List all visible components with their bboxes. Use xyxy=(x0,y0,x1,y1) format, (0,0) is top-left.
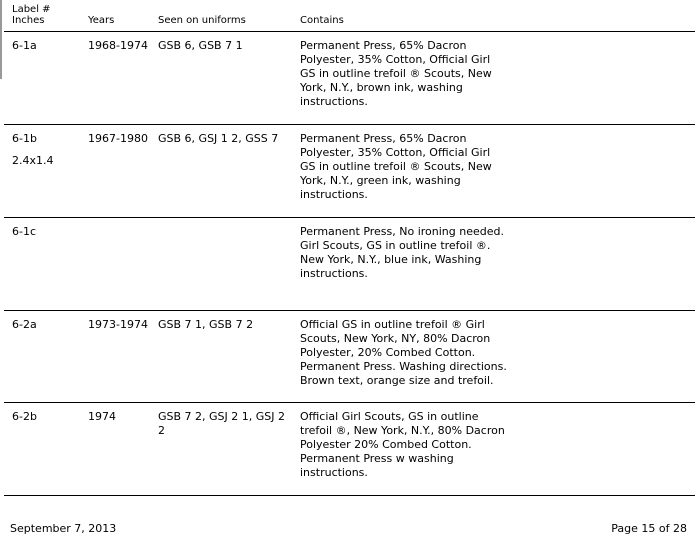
label-id: 6-1a xyxy=(12,39,37,52)
contains: Official GS in outline trefoil ® Girl Sc… xyxy=(300,318,507,387)
header-uniforms: Seen on uniforms xyxy=(158,15,246,26)
uniforms: GSB 6, GSJ 1 2, GSS 7 xyxy=(158,132,279,145)
years: 1968-1974 xyxy=(88,39,148,52)
footer-date: September 7, 2013 xyxy=(10,522,117,535)
years: 1973-1974 xyxy=(88,318,148,331)
years: 1974 xyxy=(88,410,116,423)
row-rule xyxy=(4,402,695,403)
label-id: 6-2a xyxy=(12,318,37,331)
row-rule xyxy=(4,495,695,496)
uniforms: GSB 7 2, GSJ 2 1, GSJ 2 2 xyxy=(158,410,286,437)
uniforms: GSB 7 1, GSB 7 2 xyxy=(158,318,254,331)
header-text: Label # xyxy=(12,4,51,15)
header-contains: Contains xyxy=(300,15,344,26)
row-rule xyxy=(4,31,695,32)
years: 1967-1980 xyxy=(88,132,148,145)
label-id: 6-1b xyxy=(12,132,37,145)
footer-page: Page 15 of 28 xyxy=(611,522,687,535)
contains: Permanent Press, 65% Dacron Polyester, 3… xyxy=(300,39,492,108)
row-rule xyxy=(4,217,695,218)
label-id: 6-2b xyxy=(12,410,37,423)
uniforms: GSB 6, GSB 7 1 xyxy=(158,39,243,52)
label-size: 2.4x1.4 xyxy=(12,154,54,167)
row-rule xyxy=(4,310,695,311)
contains: Official Girl Scouts, GS in outline tref… xyxy=(300,410,505,479)
header-text: Inches xyxy=(12,15,45,26)
contains: Permanent Press, No ironing needed. Girl… xyxy=(300,225,504,280)
label-photo: 10OFFICIALGIRL GS SCOUTSNEW YORK, N.Y.80… xyxy=(0,0,2,79)
contains: Permanent Press, 65% Dacron Polyester, 3… xyxy=(300,132,492,201)
header-years: Years xyxy=(88,15,115,26)
header-label: Label # Inches xyxy=(12,4,51,26)
row-rule xyxy=(4,124,695,125)
label-id: 6-1c xyxy=(12,225,37,238)
